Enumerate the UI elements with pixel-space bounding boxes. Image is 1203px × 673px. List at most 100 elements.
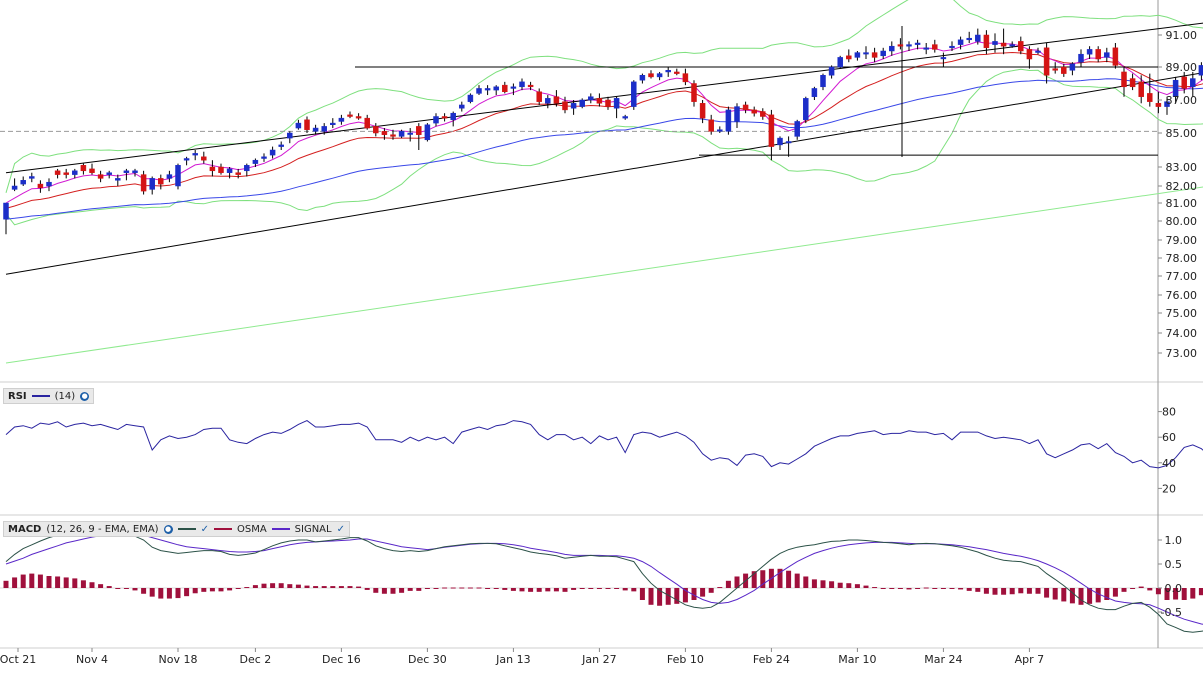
osma-bar: [1190, 588, 1196, 599]
rsi-legend[interactable]: RSI (14) ●: [3, 388, 95, 404]
candle-body: [373, 126, 379, 134]
x-tick-label: Feb 24: [753, 653, 790, 666]
macd-legend[interactable]: MACD (12, 26, 9 - EMA, EMA) ● ✓ OSMA SIG…: [3, 521, 350, 537]
x-tick-label: Mar 10: [838, 653, 876, 666]
osma-bar: [12, 577, 18, 588]
macd-tick-label: 1.0: [1165, 534, 1183, 547]
candle-body: [811, 88, 818, 97]
candle-body: [957, 39, 964, 45]
candle: [183, 156, 190, 166]
candle: [1078, 49, 1084, 67]
candle: [1190, 71, 1196, 97]
osma-bar: [1026, 588, 1032, 594]
osma-bar: [235, 588, 241, 589]
candle: [424, 123, 431, 142]
osma-bar: [605, 588, 611, 589]
osma-bar: [622, 588, 628, 591]
candle-body: [880, 50, 886, 57]
candle-body: [553, 96, 560, 104]
candle-body: [803, 98, 809, 121]
osma-bar: [502, 588, 508, 590]
candle-body: [132, 170, 138, 173]
candle: [1164, 96, 1170, 115]
osma-bar: [674, 588, 680, 604]
candle-body: [639, 75, 646, 81]
osma-bar: [467, 587, 473, 589]
rsi-legend-label: RSI: [8, 390, 27, 402]
candle-body: [476, 88, 482, 94]
candle: [1061, 63, 1067, 77]
candle-body: [966, 37, 972, 41]
candle: [1112, 43, 1119, 69]
candle: [957, 36, 964, 50]
candle-body: [1026, 49, 1033, 60]
candle: [63, 168, 69, 179]
candle: [596, 93, 603, 107]
osma-bar: [940, 588, 946, 589]
osma-bar: [691, 588, 697, 600]
osma-bar: [717, 587, 723, 589]
candle: [708, 114, 714, 135]
settings-icon[interactable]: ●: [80, 391, 90, 401]
checkmark-icon[interactable]: ✓: [200, 523, 209, 535]
x-tick-label: Dec 30: [408, 653, 447, 666]
candle-body: [140, 174, 147, 192]
candle-body: [949, 45, 955, 49]
candle: [287, 131, 293, 144]
candle: [209, 160, 216, 177]
candle: [613, 96, 620, 119]
osma-swatch: [213, 528, 232, 530]
macd-tick-label: 0.0: [1165, 582, 1183, 595]
candle: [441, 113, 448, 122]
checkmark-icon[interactable]: ✓: [336, 523, 345, 535]
candle-body: [1104, 52, 1110, 58]
candle: [398, 129, 405, 139]
osma-bar: [872, 587, 878, 589]
candle: [407, 128, 413, 142]
candle-body: [1121, 71, 1127, 88]
candle: [269, 146, 276, 159]
candle-body: [992, 41, 998, 45]
x-tick-label: Dec 16: [322, 653, 361, 666]
candle: [889, 41, 895, 56]
osma-bar: [614, 588, 620, 589]
osma-bar: [244, 587, 250, 589]
candle: [381, 128, 388, 140]
osma-bar: [1087, 588, 1093, 604]
candle-body: [854, 52, 861, 58]
bollinger-upper-line: [5, 0, 1203, 193]
candle: [175, 163, 181, 190]
candle-body: [579, 99, 585, 107]
rsi-tick-label: 80: [1162, 406, 1176, 419]
osma-bar: [588, 588, 594, 589]
candle-body: [734, 106, 740, 122]
candle-body: [37, 183, 44, 188]
osma-bar: [1173, 588, 1179, 600]
settings-icon[interactable]: ●: [163, 524, 173, 534]
candle: [295, 119, 302, 130]
candle-body: [209, 166, 216, 172]
osma-bar: [459, 587, 465, 589]
candle-body: [149, 178, 155, 190]
candle: [244, 163, 250, 177]
candle-body: [725, 109, 732, 132]
candle: [235, 168, 241, 179]
osma-bar: [330, 586, 336, 588]
osma-bar: [347, 586, 353, 588]
osma-bar: [906, 588, 912, 590]
candle-body: [158, 178, 164, 185]
candle: [932, 39, 938, 53]
candle-body: [820, 75, 826, 88]
candle-body: [80, 165, 87, 172]
osma-bar: [46, 576, 52, 588]
candle: [803, 96, 809, 124]
trend-channel-lower: [5, 72, 1203, 275]
candle-body: [1078, 53, 1084, 63]
price-tick-label: 87.00: [1166, 94, 1198, 107]
candle-body: [398, 131, 405, 137]
candle-body: [459, 104, 465, 109]
candle-body: [562, 101, 568, 111]
candle: [54, 168, 61, 179]
candle: [906, 41, 912, 51]
